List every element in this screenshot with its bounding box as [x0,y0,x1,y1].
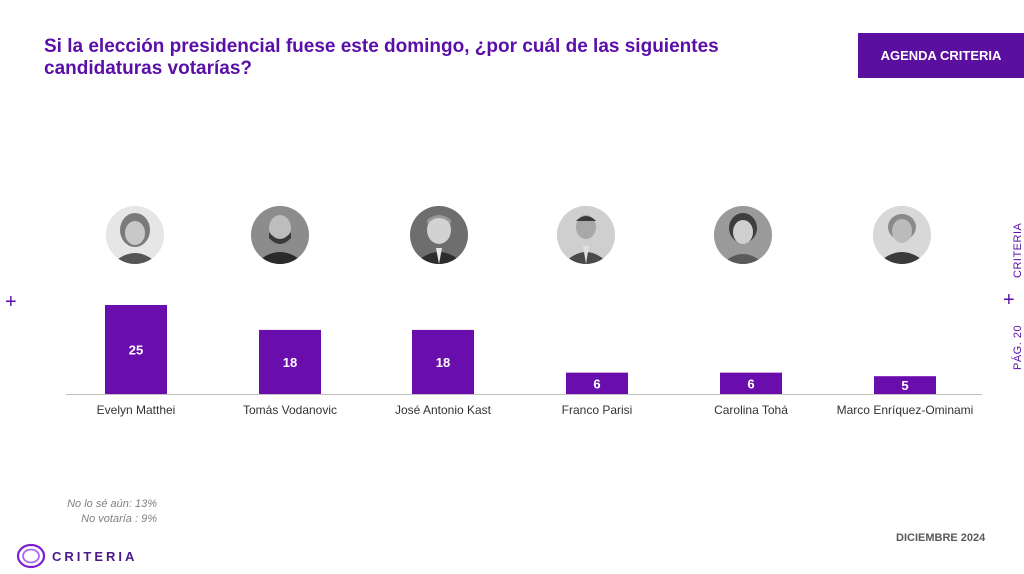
bar-value-jose-antonio-kast: 18 [436,355,450,370]
agenda-criteria-badge: AGENDA CRITERIA [858,33,1024,78]
candidate-photo-vodanovic [251,206,309,264]
bar-marco-enriquez-ominami [874,376,936,394]
category-label-jose-antonio-kast: José Antonio Kast [395,403,492,417]
plus-icon-right: + [1003,289,1015,311]
bar-franco-parisi [566,372,628,394]
plus-icon-left: + [5,291,17,313]
bar-carolina-toha [720,372,782,394]
category-label-evelyn-matthei: Evelyn Matthei [97,403,176,417]
category-label-marco-enriquez-ominami: Marco Enríquez-Ominami [837,403,974,417]
report-date: DICIEMBRE 2024 [896,532,986,544]
category-label-franco-parisi: Franco Parisi [562,403,633,417]
category-label-tomas-vodanovic: Tomás Vodanovic [243,403,337,417]
bar-tomas-vodanovic [259,329,321,394]
bar-value-marco-enriquez-ominami: 5 [901,378,908,393]
criteria-logo: CRITERIA [16,543,137,569]
bar-value-tomas-vodanovic: 18 [283,355,297,370]
side-rail: CRITERIA + PÁG. 20 [1002,220,1024,380]
bar-value-franco-parisi: 6 [593,376,600,391]
candidate-photo-matthei [106,206,164,264]
bar-evelyn-matthei [105,305,167,394]
candidate-photo-parisi [557,206,615,264]
note-undecided: No lo sé aún: 13% [67,498,157,510]
criteria-logo-text: CRITERIA [52,548,138,564]
candidate-photo-enriquez-ominami [873,206,931,264]
candidate-photo-kast [410,206,468,264]
candidate-photo-toha [714,206,772,264]
notes-block: No lo sé aún: 13% No votaría : 9% [20,497,157,527]
note-wont-vote: No votaría : 9% [81,513,157,525]
title-line-2: candidaturas votarías? [44,58,253,79]
title-line-1: Si la elección presidencial fuese este d… [44,36,719,57]
bars-layer: 25 Evelyn Matthei 18 Tomás Vodanovic 18 José … [97,305,974,417]
bar-value-evelyn-matthei: 25 [129,343,143,358]
page-title: Si la elección presidencial fuese este d… [44,36,804,80]
bar-value-carolina-toha: 6 [747,376,754,391]
category-label-carolina-toha: Carolina Tohá [714,403,788,417]
bar-jose-antonio-kast [412,329,474,394]
criteria-logo-icon [16,543,46,569]
